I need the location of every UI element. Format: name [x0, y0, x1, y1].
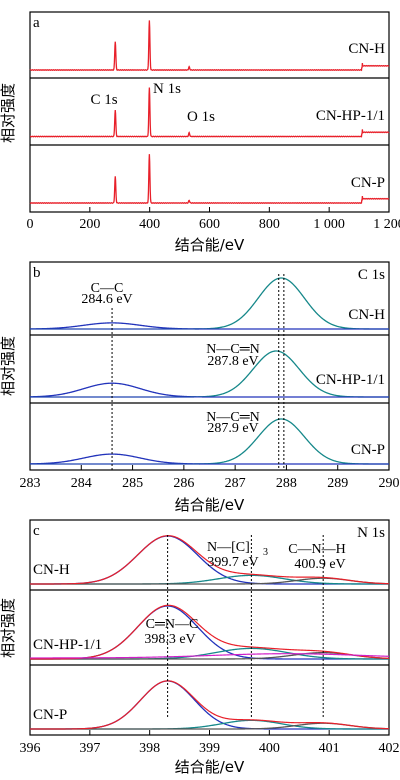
series-label: CN-H: [33, 562, 70, 578]
x-tick-label: 288: [276, 476, 297, 491]
x-tick-label: 290: [379, 476, 400, 491]
x-tick-label: 289: [327, 476, 348, 491]
bond-label: C—N—H: [288, 542, 346, 557]
peak-label: N 1s: [153, 81, 181, 97]
fit-envelope: [30, 604, 390, 660]
energy-label: 284.6 eV: [81, 292, 132, 307]
y-axis-label: 相对强度: [0, 336, 17, 396]
series-cn-hp-1-1: CN-HP-1/1: [29, 350, 389, 398]
x-tick-label: 284: [71, 476, 92, 491]
series-cn-hp-1-1: CN-HP-1/1: [29, 87, 390, 138]
panel-a: 0 200 400 600 800 1 000 1 200 结合能/eV 相对强度 a CN-H CN…: [0, 11, 400, 254]
panel-label: b: [33, 265, 41, 281]
x-tick-label: 400: [259, 741, 280, 756]
series-cn-h: CN-H: [29, 277, 389, 330]
x-tick-label: 600: [199, 217, 220, 232]
series-cn-hp-1-1: CN-HP-1/1: [30, 604, 390, 660]
series-cn-p: CN-P: [30, 680, 390, 730]
energy-label: 287.8 eV: [207, 354, 258, 369]
x-tick-label: 800: [259, 217, 280, 232]
x-tick-label: 285: [122, 476, 143, 491]
panel-title: C 1s: [358, 267, 385, 283]
x-tick-label: 283: [20, 476, 41, 491]
y-axis-label: 相对强度: [0, 598, 17, 658]
spectrum-line: [29, 20, 390, 72]
panel-title: N 1s: [357, 525, 385, 541]
x-tick-label: 1 000: [313, 217, 345, 232]
fit-component-399.7: [30, 719, 389, 730]
bond-label: C═N—C: [146, 617, 199, 632]
x-tick-label: 1 200: [373, 217, 400, 232]
bond-label: N—[C]: [207, 540, 250, 555]
plot-frame: [29, 261, 390, 471]
x-tick-label: 401: [319, 741, 340, 756]
series-label: CN-P: [351, 175, 385, 191]
bond-label: N—C═N: [206, 342, 259, 357]
series-cn-h: CN-H: [29, 20, 390, 72]
fit-component-284.6: [29, 453, 389, 465]
series-cn-p: CN-P: [29, 154, 390, 204]
bond-label: C—C: [91, 281, 124, 296]
panel-label: a: [33, 15, 40, 31]
x-tick-label: 286: [173, 476, 194, 491]
x-tick-label: 396: [20, 741, 41, 756]
series-label: CN-H: [348, 307, 385, 323]
x-tick-label: 398: [139, 741, 160, 756]
panel-c: 396 397 398 399 400 401 402 结合能/eV 相对强度 c N 1s CN-H…: [0, 519, 400, 776]
series-label: CN-HP-1/1: [316, 108, 385, 124]
x-tick-label: 0: [27, 217, 34, 232]
series-label: CN-HP-1/1: [33, 637, 102, 653]
bond-subscript: 3: [263, 547, 268, 558]
fit-component-400.9: [30, 651, 390, 660]
fit-envelope: [30, 680, 390, 730]
series-cn-h: CN-H: [30, 535, 390, 585]
panel-label: c: [33, 523, 40, 539]
energy-label: 399.7 eV: [207, 555, 258, 570]
series-label: CN-P: [351, 442, 385, 458]
energy-label: 400.9 eV: [294, 557, 345, 572]
x-tick-label: 402: [379, 741, 400, 756]
background-line: [30, 653, 390, 659]
spectrum-line: [29, 154, 390, 204]
panel-b: 283 284 285 286 287 288 289 290 结合能/eV 相对强度 b C 1s C…: [0, 261, 400, 514]
series-cn-p: CN-P: [29, 418, 389, 465]
x-tick-label: 399: [199, 741, 220, 756]
series-label: CN-HP-1/1: [316, 372, 385, 388]
peak-label: O 1s: [187, 109, 215, 125]
bond-label: N—C═N: [206, 410, 259, 425]
y-axis-label: 相对强度: [0, 83, 17, 143]
series-label: CN-P: [33, 707, 67, 723]
x-tick-label: 287: [225, 476, 246, 491]
fit-envelope: [30, 535, 390, 585]
x-axis-label: 结合能/eV: [175, 496, 245, 514]
peak-label: C 1s: [90, 92, 117, 108]
x-tick-label: 400: [139, 217, 160, 232]
series-label: CN-H: [348, 41, 385, 57]
fit-component-398.3: [30, 680, 389, 730]
x-tick-label: 200: [79, 217, 100, 232]
energy-label: 398.3 eV: [144, 632, 195, 647]
energy-label: 287.9 eV: [207, 421, 258, 436]
x-tick-label: 397: [79, 741, 100, 756]
x-axis-label: 结合能/eV: [175, 758, 245, 776]
spectrum-line: [29, 87, 390, 138]
x-axis-label: 结合能/eV: [175, 236, 245, 254]
